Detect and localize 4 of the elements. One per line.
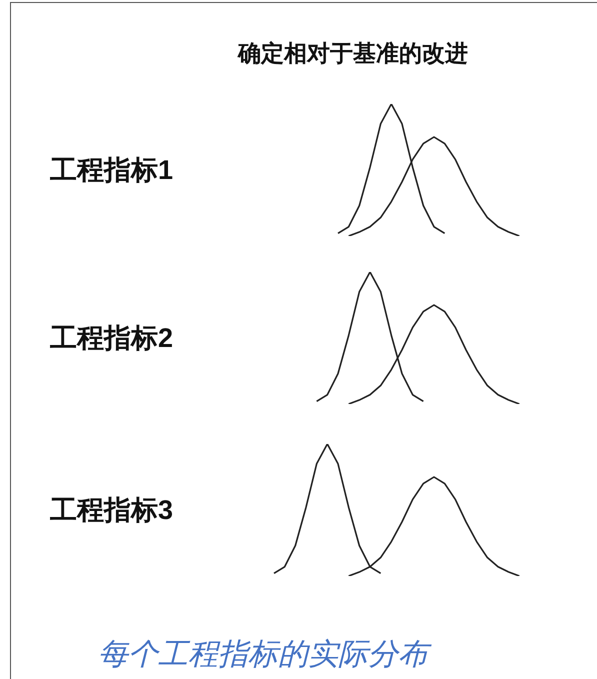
y-axis-title: 工程指标3 — [50, 494, 174, 527]
y-axis-title: 工程指标1 — [50, 154, 174, 187]
y-axis-title: 工程指标2 — [50, 322, 174, 355]
chart-title: 确定相对于基准的改进 — [238, 39, 468, 68]
